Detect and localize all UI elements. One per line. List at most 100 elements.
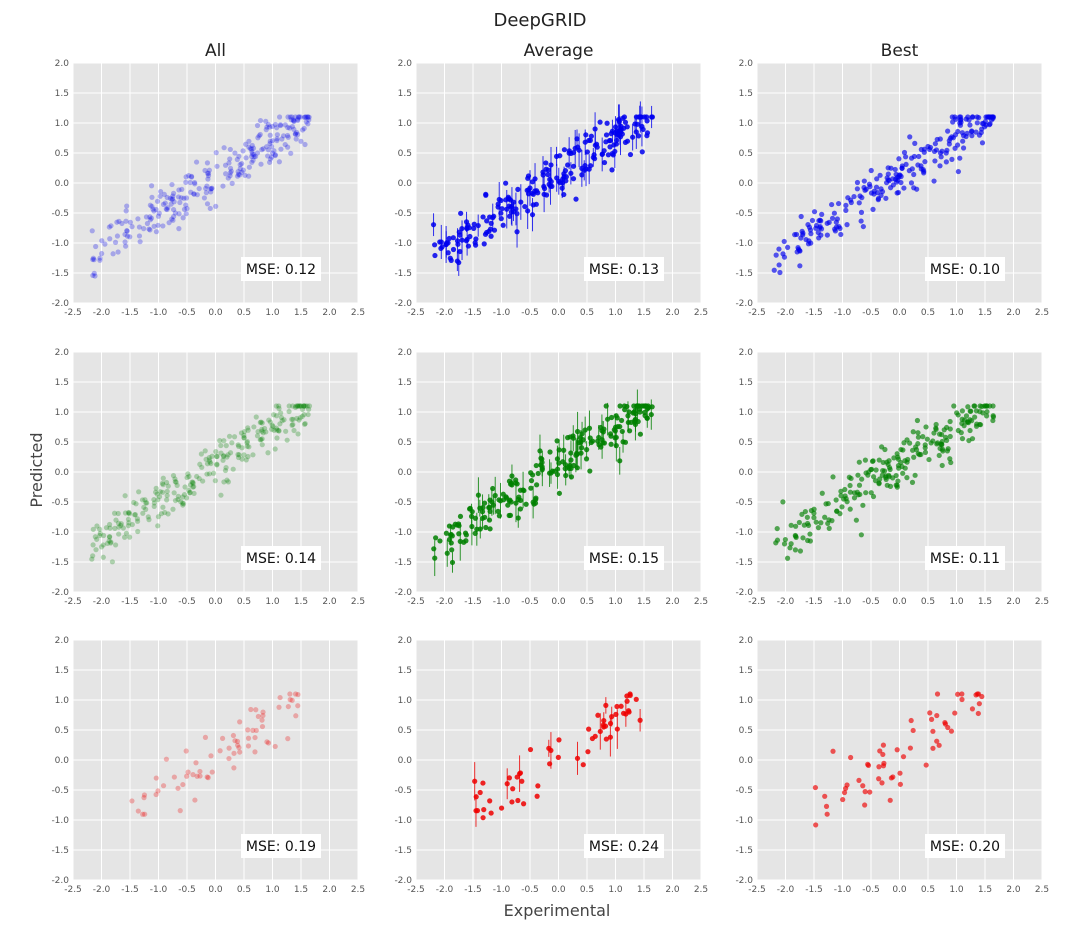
x-tick-label: 2.0	[1006, 308, 1021, 318]
data-point	[255, 713, 261, 720]
data-point	[813, 225, 819, 231]
data-point	[804, 514, 810, 520]
data-point	[621, 403, 627, 409]
data-point	[260, 430, 266, 436]
y-tick-label: 1.5	[55, 89, 69, 99]
data-point	[282, 141, 288, 148]
data-point	[197, 768, 203, 775]
data-point	[505, 502, 511, 508]
data-point	[471, 221, 477, 227]
data-point	[239, 445, 245, 451]
data-point	[776, 246, 782, 252]
data-point	[780, 499, 786, 505]
data-point	[250, 157, 256, 163]
data-point	[241, 432, 247, 438]
data-point	[977, 421, 983, 428]
data-point	[868, 490, 874, 496]
y-tick-label: -1.0	[51, 816, 69, 826]
x-tick-label: 2.0	[1006, 597, 1021, 607]
data-point	[969, 133, 975, 139]
data-point	[223, 443, 229, 449]
data-point	[221, 145, 227, 151]
x-tick-label: 0.5	[237, 308, 251, 318]
data-point	[627, 151, 634, 158]
data-point	[639, 403, 645, 409]
data-point	[530, 202, 536, 208]
data-point	[234, 738, 241, 744]
data-point	[181, 195, 187, 201]
data-point	[473, 808, 479, 814]
data-point	[448, 540, 454, 546]
data-point	[276, 704, 282, 710]
data-point	[302, 141, 308, 148]
data-point	[239, 169, 245, 175]
data-point	[842, 486, 848, 493]
data-point	[601, 159, 608, 166]
data-point	[306, 117, 312, 123]
data-point	[510, 786, 516, 792]
x-tick-label: 2.5	[351, 308, 365, 318]
data-point	[627, 691, 633, 697]
data-point	[259, 723, 266, 730]
data-point	[500, 491, 506, 497]
data-point	[840, 796, 846, 803]
data-point	[251, 154, 257, 160]
data-point	[274, 435, 280, 441]
data-point	[614, 726, 620, 732]
data-point	[163, 206, 169, 212]
data-point	[785, 244, 791, 250]
data-point	[975, 710, 981, 717]
data-point	[266, 417, 272, 423]
x-tick-label: -1.0	[834, 308, 852, 318]
data-point	[192, 181, 198, 187]
data-point	[546, 470, 553, 476]
data-point	[164, 206, 170, 213]
data-point	[582, 162, 588, 169]
data-point	[112, 525, 118, 532]
data-point	[860, 223, 866, 230]
data-point	[245, 727, 251, 733]
data-point	[222, 467, 229, 474]
data-point	[298, 403, 305, 409]
data-point	[800, 535, 806, 541]
data-point	[255, 429, 261, 435]
x-tick-label: 2.5	[1035, 597, 1049, 607]
data-point	[843, 202, 849, 208]
data-point	[228, 168, 234, 174]
y-tick-label: 2.0	[398, 348, 413, 358]
y-tick-label: 1.5	[55, 378, 69, 388]
data-point	[272, 446, 278, 452]
column-title-best: Best	[881, 41, 919, 61]
x-tick-label: 2.5	[1035, 308, 1049, 318]
data-point	[868, 466, 875, 472]
data-point	[285, 144, 291, 150]
data-point	[906, 168, 912, 174]
x-tick-label: 2.0	[322, 308, 337, 318]
data-point	[566, 150, 572, 156]
data-point	[257, 131, 263, 138]
data-point	[887, 466, 893, 473]
data-point	[457, 513, 464, 520]
y-tick-label: -1.5	[394, 269, 412, 279]
data-point	[644, 133, 650, 139]
data-point	[776, 262, 782, 268]
data-point	[895, 478, 901, 484]
data-point	[188, 173, 195, 180]
y-tick-label: 0.0	[55, 179, 70, 189]
y-tick-label: 0.5	[398, 438, 412, 448]
data-point	[279, 418, 285, 424]
data-point	[209, 185, 215, 191]
data-point	[147, 217, 153, 223]
x-tick-label: 2.0	[322, 597, 337, 607]
data-point	[609, 167, 615, 173]
data-point	[178, 499, 184, 505]
data-point	[209, 769, 215, 775]
data-point	[613, 434, 619, 441]
data-point	[177, 199, 183, 206]
data-point	[507, 213, 513, 219]
data-point	[289, 697, 295, 703]
data-point	[990, 414, 997, 420]
data-point	[950, 135, 956, 141]
data-point	[539, 464, 545, 470]
data-point	[188, 174, 195, 180]
